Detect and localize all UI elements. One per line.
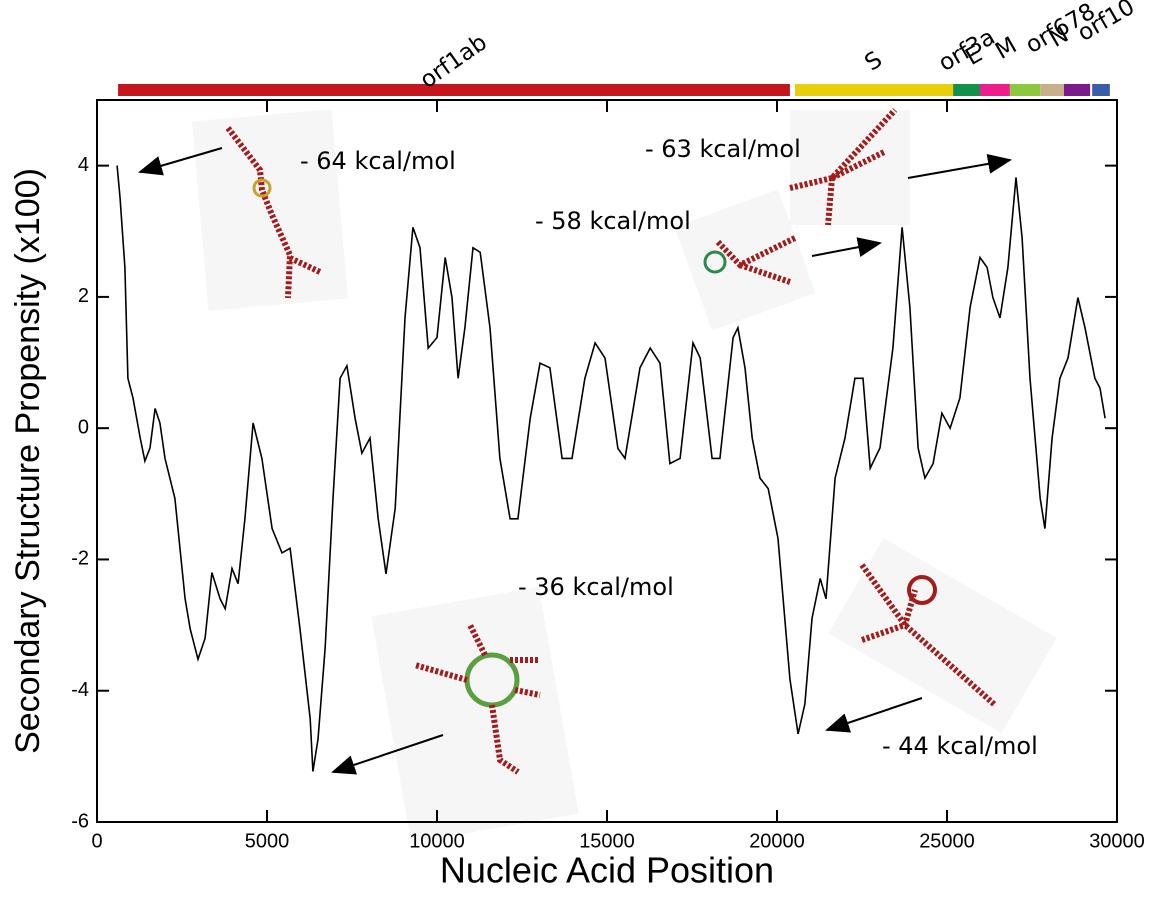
energy-label: - 36 kcal/mol	[518, 573, 674, 601]
gene-label: S	[860, 47, 887, 77]
gene-segment	[1040, 84, 1064, 96]
x-tick-label: 0	[91, 830, 102, 852]
gene-label: M	[991, 32, 1021, 64]
y-axis-label: Secondary Structure Propensity (x100)	[9, 168, 47, 754]
gene-segment	[953, 84, 980, 96]
y-tick-label: -2	[71, 548, 89, 570]
arrow	[907, 153, 1012, 179]
y-tick-label: 2	[78, 285, 89, 307]
rna-structures	[191, 107, 1057, 844]
data-line	[116, 165, 1106, 772]
gene-segment	[1009, 84, 1041, 96]
energy-label: - 44 kcal/mol	[882, 732, 1038, 760]
arrow	[811, 237, 882, 257]
gene-segment	[1092, 84, 1110, 96]
gene-segment	[979, 84, 1010, 96]
x-axis-label: Nucleic Acid Position	[440, 850, 774, 891]
y-tick-label: -6	[71, 810, 89, 832]
x-tick-label: 20000	[749, 830, 805, 852]
arrows	[138, 147, 1012, 775]
gene-segment	[118, 84, 790, 96]
arrow	[138, 147, 223, 176]
arrow	[331, 734, 444, 775]
energy-label: - 63 kcal/mol	[645, 135, 801, 163]
y-tick-label: -4	[71, 679, 89, 701]
x-tick-label: 10000	[409, 830, 465, 852]
gene-segment	[1063, 84, 1091, 96]
x-tick-label: 5000	[245, 830, 290, 852]
x-tick-label: 30000	[1089, 830, 1145, 852]
y-tick-label: 0	[78, 416, 89, 438]
y-tick-label: 4	[78, 154, 89, 176]
arrow	[825, 697, 923, 733]
x-tick-label: 25000	[919, 830, 975, 852]
energy-label: - 64 kcal/mol	[300, 147, 456, 175]
x-tick-label: 15000	[579, 830, 635, 852]
gene-segment	[795, 84, 954, 96]
energy-label: - 58 kcal/mol	[535, 207, 691, 235]
